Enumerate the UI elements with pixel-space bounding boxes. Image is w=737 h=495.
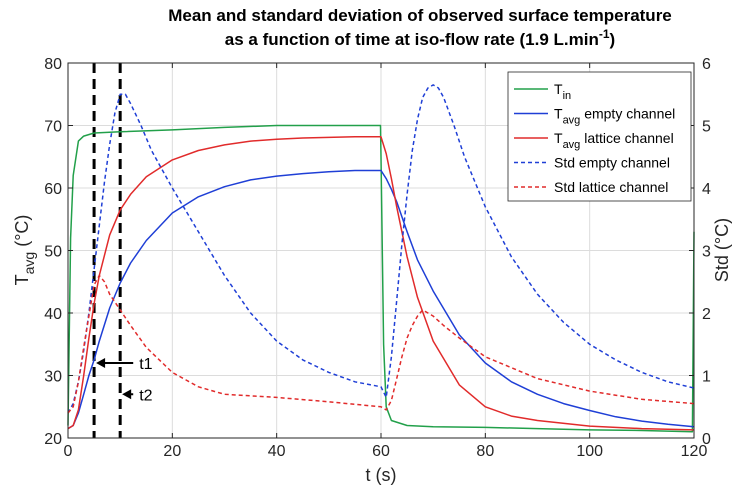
series-line-t_avg_empty (67, 169, 695, 430)
y-right-tick-label: 1 (702, 369, 711, 386)
chart-title-line2-sup: -1 (599, 27, 610, 41)
left-axis-label-group: Tavg (°C) (12, 215, 37, 286)
legend-label-main: T (554, 130, 563, 146)
series-lines (67, 84, 695, 433)
y-left-tick-label: 20 (44, 431, 62, 448)
legend-box (507, 71, 692, 202)
y-right-tick-label: 3 (702, 244, 711, 261)
y-left-tick-label: 70 (44, 119, 62, 136)
annotation-label-t2: t2 (139, 387, 152, 404)
x-tick-label: 100 (576, 443, 603, 460)
y-left-tick-label: 80 (44, 56, 62, 73)
x-tick-label: 120 (681, 443, 708, 460)
series-line-t_in (67, 124, 695, 433)
x-tick-label: 40 (268, 443, 286, 460)
y-right-tick-label: 2 (702, 306, 711, 323)
y-left-tick-label: 50 (44, 244, 62, 261)
y-left-label-main: T (12, 274, 32, 285)
legend-label-std_lattice: Std lattice channel (554, 179, 668, 195)
y-left-tick-label: 30 (44, 369, 62, 386)
x-tick-label: 20 (163, 443, 181, 460)
annotation-arrow-head (96, 358, 106, 368)
chart-title-line2-main: as a function of time at iso-flow rate (… (225, 30, 599, 49)
legend-label-main: T (554, 106, 563, 122)
y-right-tick-label: 4 (702, 181, 711, 198)
chart-title-line2-end: ) (610, 30, 616, 49)
y-left-tick-label: 60 (44, 181, 62, 198)
legend-label-sub: avg (563, 139, 581, 151)
chart-title-line2: as a function of time at iso-flow rate (… (225, 27, 615, 49)
legend-label-sub: avg (563, 115, 581, 127)
y-right-tick-label: 0 (702, 431, 711, 448)
axis-ticks (67, 62, 695, 439)
x-axis-label: t (s) (366, 465, 397, 485)
legend-label-rest: lattice channel (580, 130, 673, 146)
legend-label-main: Std empty channel (554, 155, 670, 171)
legend-label-sub: in (563, 90, 572, 102)
legend-label-main: Std lattice channel (554, 179, 668, 195)
y-right-tick-label: 6 (702, 56, 711, 73)
chart-title-line1: Mean and standard deviation of observed … (168, 6, 672, 25)
annotation-arrow-head (122, 389, 132, 400)
legend-label-t_avg_empty: Tavg empty channel (554, 106, 675, 127)
y-left-label-sub: avg (21, 252, 37, 275)
series-line-t_avg_lattice (67, 136, 695, 431)
right-axis-label-group: Std (°C) (712, 218, 732, 282)
y-right-tick-label: 5 (702, 119, 711, 136)
y-left-tick-label: 40 (44, 306, 62, 323)
y-right-axis-label: Std (°C) (712, 218, 732, 282)
y-left-axis-label: Tavg (°C) (12, 215, 37, 286)
series-line-std_empty (67, 84, 695, 414)
legend-label-t_in: Tin (554, 81, 571, 102)
vertical-markers (92, 63, 122, 438)
x-tick-label: 80 (476, 443, 494, 460)
legend-label-main: T (554, 81, 563, 97)
legend-label-t_avg_lattice: Tavg lattice channel (554, 130, 674, 151)
annotations: t1 t2 (96, 356, 153, 404)
annotation-label-t1: t1 (139, 356, 152, 373)
legend-label-std_empty: Std empty channel (554, 155, 670, 171)
legend-label-rest: empty channel (580, 106, 675, 122)
x-tick-label: 60 (372, 443, 390, 460)
x-tick-label: 0 (64, 443, 73, 460)
y-left-label-end: (°C) (12, 215, 32, 252)
